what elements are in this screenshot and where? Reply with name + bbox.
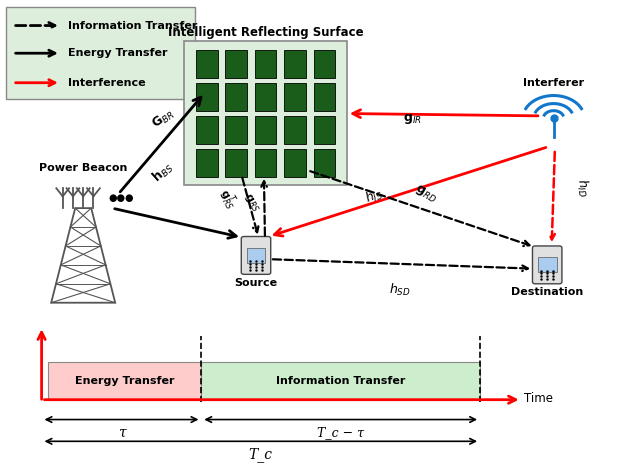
Text: $h_{ID}$: $h_{ID}$ <box>573 177 592 198</box>
FancyBboxPatch shape <box>196 149 218 177</box>
Text: $\mathbf{g}_{RS}$: $\mathbf{g}_{RS}$ <box>241 191 262 214</box>
FancyBboxPatch shape <box>255 149 276 177</box>
FancyBboxPatch shape <box>6 7 195 99</box>
Text: Information Transfer: Information Transfer <box>68 20 198 31</box>
FancyBboxPatch shape <box>196 83 218 111</box>
FancyBboxPatch shape <box>314 83 335 111</box>
Text: Interference: Interference <box>68 78 146 88</box>
FancyBboxPatch shape <box>225 83 247 111</box>
Text: T_c − τ: T_c − τ <box>317 426 364 439</box>
FancyBboxPatch shape <box>532 246 562 284</box>
FancyBboxPatch shape <box>284 149 306 177</box>
Text: Time: Time <box>524 392 552 405</box>
Text: Interferer: Interferer <box>523 79 584 88</box>
Text: T_c: T_c <box>249 447 273 462</box>
Text: Energy Transfer: Energy Transfer <box>68 48 168 58</box>
Text: Energy Transfer: Energy Transfer <box>75 376 175 386</box>
FancyBboxPatch shape <box>196 50 218 78</box>
Text: $h_{SD}$: $h_{SD}$ <box>389 282 411 298</box>
FancyBboxPatch shape <box>184 41 347 185</box>
Text: Intelligent Reflecting Surface: Intelligent Reflecting Surface <box>168 26 364 39</box>
FancyBboxPatch shape <box>255 83 276 111</box>
Text: Source: Source <box>234 278 278 288</box>
FancyBboxPatch shape <box>202 362 480 400</box>
Text: $\mathbf{h}_{BS}$: $\mathbf{h}_{BS}$ <box>150 159 177 186</box>
FancyBboxPatch shape <box>225 116 247 144</box>
FancyBboxPatch shape <box>284 116 306 144</box>
FancyBboxPatch shape <box>284 83 306 111</box>
FancyBboxPatch shape <box>225 50 247 78</box>
FancyBboxPatch shape <box>241 236 271 274</box>
FancyBboxPatch shape <box>225 149 247 177</box>
FancyBboxPatch shape <box>538 257 557 272</box>
FancyBboxPatch shape <box>255 116 276 144</box>
FancyBboxPatch shape <box>314 50 335 78</box>
Text: Information Transfer: Information Transfer <box>276 376 405 386</box>
Text: ●●●: ●●● <box>109 193 134 203</box>
Text: Power Beacon: Power Beacon <box>39 163 127 173</box>
FancyBboxPatch shape <box>196 116 218 144</box>
Text: $\mathbf{g}_{RS}^T$: $\mathbf{g}_{RS}^T$ <box>214 185 241 212</box>
Text: $\mathbf{g}_{IR}$: $\mathbf{g}_{IR}$ <box>403 112 422 126</box>
FancyBboxPatch shape <box>48 362 202 400</box>
FancyBboxPatch shape <box>314 116 335 144</box>
Text: τ: τ <box>118 425 125 439</box>
FancyBboxPatch shape <box>314 149 335 177</box>
FancyBboxPatch shape <box>284 50 306 78</box>
Text: $\mathbf{G}_{BR}$: $\mathbf{G}_{BR}$ <box>149 106 177 132</box>
FancyBboxPatch shape <box>255 50 276 78</box>
Text: $h_{IS}$: $h_{IS}$ <box>363 185 386 207</box>
FancyBboxPatch shape <box>246 247 266 263</box>
Text: $\mathbf{g}_{RD}$: $\mathbf{g}_{RD}$ <box>412 182 439 206</box>
Text: Destination: Destination <box>511 287 583 297</box>
